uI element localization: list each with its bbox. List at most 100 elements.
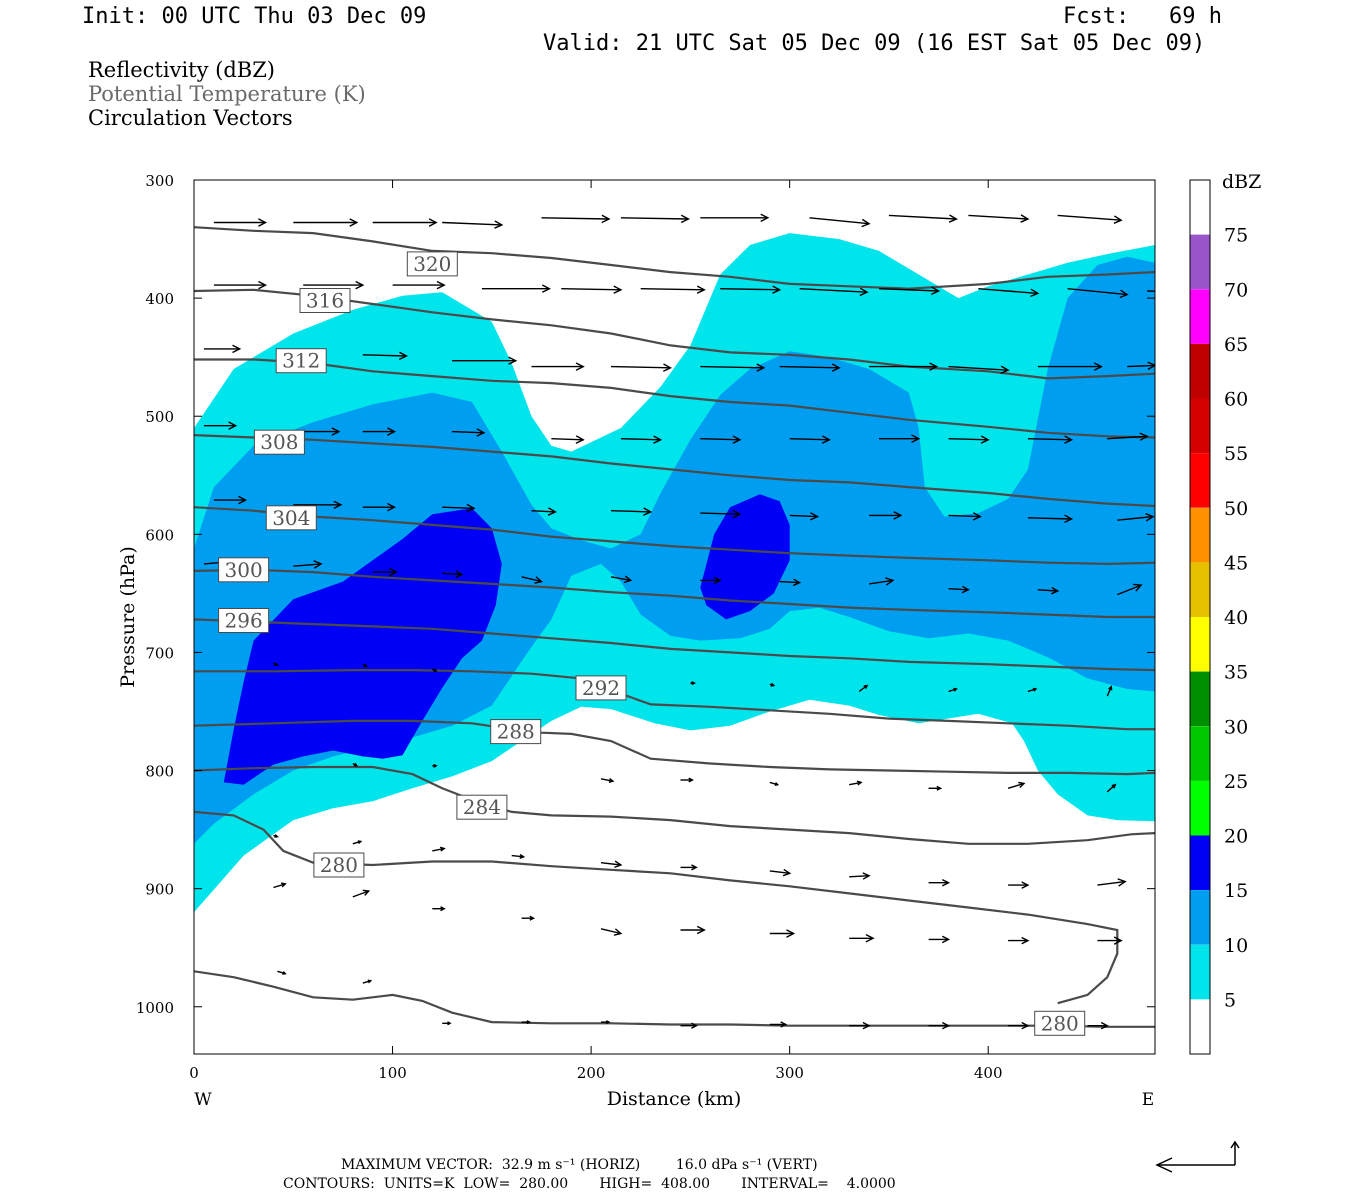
wind-vector — [442, 220, 504, 229]
theta-contour-312 — [194, 358, 1155, 439]
wind-vector — [869, 511, 903, 520]
colorbar-swatch — [1190, 507, 1210, 563]
colorbar-level-label: 50 — [1224, 498, 1248, 520]
colorbar-swatch — [1190, 944, 1210, 1000]
wind-vector — [720, 285, 782, 294]
wind-vector — [690, 681, 696, 686]
wind-vector — [521, 1020, 532, 1025]
wind-vector — [431, 668, 438, 673]
contour-label-280: 280 — [1041, 1011, 1079, 1035]
colorbar-swatch — [1190, 289, 1210, 344]
y-tick-label: 800 — [145, 763, 174, 781]
wind-vector — [600, 860, 623, 869]
y-tick-label: 400 — [145, 290, 174, 308]
wind-vector — [928, 1021, 951, 1030]
contour-label-box — [313, 852, 365, 878]
wind-vector — [273, 662, 279, 667]
wind-vector — [789, 512, 820, 521]
colorbar-level-label: 65 — [1224, 334, 1248, 356]
theta-contour-280 — [194, 970, 1155, 1028]
wind-vector — [213, 495, 248, 505]
axes: 0 100 200 300 400 300 400 500 600 700 800 900 1000 — [136, 172, 1155, 1082]
wind-vector — [1147, 290, 1155, 292]
contour-label-316: 316 — [306, 289, 344, 313]
wind-vector — [1007, 781, 1026, 789]
colorbar-swatch — [1190, 617, 1210, 672]
wind-vector — [849, 872, 871, 880]
contour-info-note: CONTOURS: UNITS=K LOW= 280.00 HIGH= 408.… — [283, 1176, 896, 1192]
wind-vector — [1067, 288, 1129, 299]
theta-contour-304 — [194, 506, 1155, 566]
wind-vector — [213, 218, 268, 227]
y-tick-label: 600 — [145, 526, 174, 544]
wind-vector — [392, 280, 446, 290]
wind-vector — [600, 777, 615, 783]
wind-vector — [680, 925, 706, 935]
wind-vector — [610, 575, 633, 584]
wind-vector — [928, 935, 951, 944]
colorbar-swatch — [1190, 890, 1210, 945]
wind-vector — [551, 435, 585, 444]
colorbar-level-label: 20 — [1224, 826, 1248, 848]
wind-vector — [700, 213, 770, 223]
theta-contour-292 — [194, 668, 1155, 731]
contour-label-292: 292 — [582, 676, 620, 700]
contour-label-308: 308 — [260, 430, 298, 454]
x-axis-title: Distance (km) — [607, 1088, 742, 1110]
colorbar-frame — [1189, 179, 1211, 1055]
wind-vector — [888, 214, 958, 223]
wind-vector — [879, 434, 921, 443]
wind-vector — [680, 1022, 698, 1029]
plot-frame — [193, 179, 1156, 1055]
colorbar-swatch — [1190, 835, 1210, 891]
wind-vector — [878, 286, 941, 296]
x-tick-label: 200 — [577, 1064, 606, 1082]
wind-vector — [700, 363, 766, 372]
wind-vector — [203, 344, 242, 354]
colorbar-swatch — [1190, 180, 1210, 235]
colorbar-swatch — [1190, 562, 1210, 617]
contour-label-304: 304 — [272, 506, 310, 530]
wind-vector — [213, 280, 268, 290]
wind-vector — [779, 363, 841, 372]
wind-vector — [1057, 214, 1123, 224]
wind-vector — [1027, 687, 1038, 693]
colorbar-level-label: 40 — [1224, 607, 1248, 629]
wind-vector — [432, 846, 446, 852]
contour-label-280: 280 — [320, 853, 358, 877]
theta-contour-284 — [194, 765, 1155, 845]
reference-vector — [1155, 1140, 1240, 1173]
contour-label-box — [253, 429, 305, 455]
wind-vector — [769, 781, 780, 786]
wind-vector — [352, 762, 359, 767]
wind-vector — [293, 560, 323, 569]
wind-vector — [700, 576, 722, 585]
wind-vector — [680, 777, 694, 783]
colorbar-swatch — [1190, 671, 1210, 727]
wind-vector — [769, 1021, 788, 1028]
field-circulation-vectors: Circulation Vectors — [88, 106, 293, 130]
wind-vector — [1027, 514, 1074, 524]
init-time: Init: 00 UTC Thu 03 Dec 09 — [82, 4, 427, 29]
x-tick-label: 0 — [189, 1064, 199, 1082]
wind-vector — [1117, 583, 1143, 596]
colorbar-level-label: 60 — [1224, 389, 1248, 411]
colorbar-level-label: 35 — [1224, 662, 1248, 684]
contour-label-300: 300 — [225, 558, 263, 582]
contour-labels: 320 316 312 308 304 300 296 292 288 284 280 280 — [218, 251, 1086, 1036]
wind-vector — [869, 362, 939, 371]
wind-vector — [362, 979, 373, 984]
max-vector-note: MAXIMUM VECTOR: 32.9 m s⁻¹ (HORIZ) 16.0 … — [341, 1157, 818, 1173]
wind-vector — [769, 929, 796, 938]
contour-label-box — [490, 719, 542, 745]
wind-vector — [541, 214, 611, 224]
theta-contour-316 — [194, 288, 1155, 380]
wind-vector — [1087, 1021, 1109, 1030]
reflectivity-region-15 — [700, 494, 790, 620]
wind-vector — [948, 687, 958, 693]
wind-vector — [521, 576, 544, 584]
wind-vector — [372, 567, 399, 577]
y-axis-title: Pressure (hPa) — [117, 546, 139, 688]
wind-vector — [1127, 361, 1155, 371]
wind-vector — [293, 500, 343, 510]
